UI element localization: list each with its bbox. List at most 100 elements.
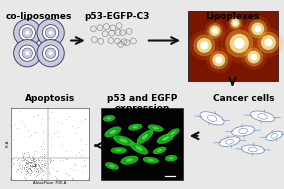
Point (60, 144, 64, 147)
Point (66, 173, 71, 176)
Point (30, 156, 35, 159)
Point (28, 167, 32, 170)
Text: Cancer cells: Cancer cells (213, 94, 275, 103)
Bar (11, 108, 89, 180)
Point (30, 161, 34, 164)
Point (36, 163, 40, 166)
Point (73, 169, 78, 172)
Point (54, 170, 59, 173)
Point (76, 150, 81, 153)
Ellipse shape (157, 134, 174, 144)
Point (42, 161, 47, 164)
Point (31, 164, 36, 167)
Point (34, 164, 39, 167)
Point (25, 159, 30, 162)
Point (29, 133, 33, 136)
Point (34, 114, 39, 117)
Point (38, 166, 43, 169)
Point (74, 154, 78, 157)
Point (37, 160, 42, 163)
Point (30, 165, 35, 168)
Point (38, 158, 43, 161)
Point (32, 163, 37, 166)
Circle shape (14, 19, 41, 46)
Point (83, 117, 87, 120)
Point (15, 127, 19, 130)
Point (35, 173, 39, 176)
Point (22, 166, 26, 169)
Point (43, 171, 48, 174)
Text: Lipoplexes: Lipoplexes (205, 12, 260, 21)
Point (33, 131, 37, 134)
Point (49, 159, 53, 162)
Circle shape (193, 35, 215, 56)
Ellipse shape (121, 156, 138, 164)
Point (35, 168, 39, 171)
Point (65, 158, 69, 161)
Ellipse shape (126, 158, 133, 162)
Point (33, 164, 37, 167)
Point (24, 156, 29, 159)
Point (45, 162, 50, 165)
Point (32, 157, 36, 160)
Point (79, 119, 83, 122)
Ellipse shape (143, 157, 158, 163)
Point (24, 168, 29, 171)
Ellipse shape (241, 145, 264, 154)
Point (37, 165, 41, 168)
Point (20, 160, 24, 163)
Point (37, 173, 41, 176)
Circle shape (19, 25, 36, 41)
Point (28, 167, 33, 170)
Point (36, 170, 41, 173)
Point (44, 166, 48, 169)
Point (83, 118, 87, 121)
Point (22, 157, 27, 160)
Point (26, 160, 30, 163)
Circle shape (254, 25, 261, 32)
Point (79, 149, 84, 152)
Point (41, 130, 46, 133)
Point (20, 164, 24, 167)
Point (43, 163, 48, 167)
Circle shape (250, 53, 257, 60)
Point (36, 163, 41, 166)
Point (11, 162, 15, 165)
Point (22, 169, 27, 172)
Point (20, 158, 25, 161)
Circle shape (212, 28, 218, 34)
Point (15, 167, 19, 170)
Point (31, 152, 36, 155)
Point (40, 157, 45, 160)
Ellipse shape (103, 115, 115, 121)
Ellipse shape (107, 117, 111, 119)
Point (37, 159, 42, 162)
Ellipse shape (169, 157, 174, 159)
Point (48, 160, 53, 163)
Point (28, 171, 32, 174)
Circle shape (227, 15, 244, 32)
Circle shape (229, 17, 242, 29)
Point (26, 162, 30, 165)
Point (34, 160, 38, 163)
Point (72, 163, 76, 166)
Point (13, 122, 18, 125)
Bar (188, 11, 278, 81)
Point (51, 159, 55, 162)
Text: p53 and EGFP
expression: p53 and EGFP expression (107, 94, 177, 113)
Point (35, 158, 40, 161)
Circle shape (248, 19, 267, 38)
Circle shape (210, 26, 220, 36)
Point (26, 160, 30, 163)
Point (24, 160, 29, 163)
Ellipse shape (110, 130, 116, 134)
Point (33, 165, 37, 168)
Point (32, 164, 37, 167)
Point (30, 164, 35, 167)
Point (31, 161, 36, 164)
Point (27, 160, 32, 163)
Point (55, 170, 60, 173)
Point (25, 172, 29, 175)
Point (38, 122, 43, 125)
Point (31, 155, 35, 158)
